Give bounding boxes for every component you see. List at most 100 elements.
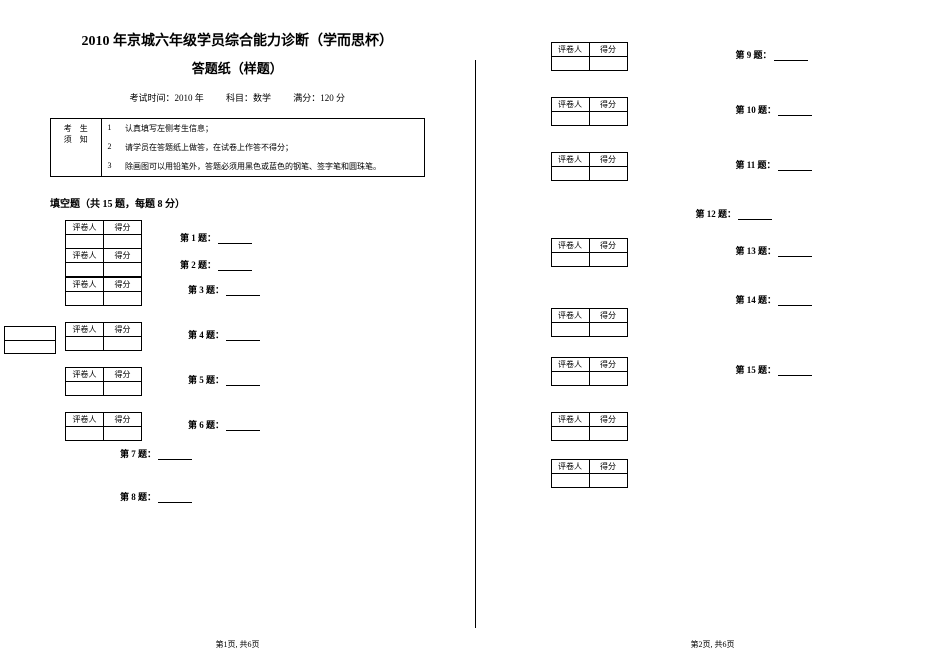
notice-left-label: 考 生 须 知 [51, 119, 101, 176]
section-heading: 填空题（共 15 题，每题 8 分） [50, 195, 455, 210]
rater-cell [66, 235, 104, 249]
score-cell [589, 474, 627, 488]
rater-header: 评卷人 [66, 413, 104, 427]
doc-subtitle: 答题纸（样题） [20, 58, 455, 77]
score-box: 评卷人得分 [551, 459, 628, 488]
question-row: 评卷人得分 第 6 题： [20, 412, 455, 441]
rater-cell [66, 382, 104, 396]
question-label: 第 3 题： [188, 283, 260, 296]
score-box: 评卷人得分 [65, 322, 142, 351]
score-cell [589, 112, 627, 126]
page-1: 2010 年京城六年级学员综合能力诊断（学而思杯） 答题纸（样题） 考试时间：2… [0, 0, 475, 658]
page-footer-2: 第2页, 共6页 [475, 639, 950, 650]
question-label: 第 4 题： [188, 328, 260, 341]
page-spread: 2010 年京城六年级学员综合能力诊断（学而思杯） 答题纸（样题） 考试时间：2… [0, 0, 950, 658]
notice-text: 除画图可以用铅笔外，答题必须用黑色或蓝色的钢笔、签字笔和圆珠笔。 [119, 157, 423, 176]
score-cell [104, 382, 142, 396]
exam-subject: 科目：数学 [226, 93, 271, 103]
notice-box: 考 生 须 知 1 认真填写左侧考生信息； 2 请学员在答题纸上做答，在试卷上作… [50, 118, 425, 177]
score-header: 得分 [104, 221, 142, 235]
score-header: 得分 [104, 323, 142, 337]
rater-cell [551, 167, 589, 181]
question-label: 第 12 题： [696, 207, 931, 220]
score-box: 评卷人得分 [551, 308, 628, 337]
rater-cell [66, 292, 104, 306]
question-row: 评卷人得分 第 10 题： [496, 97, 931, 126]
score-header: 得分 [104, 368, 142, 382]
question-label: 第 6 题： [188, 418, 260, 431]
score-cell [589, 167, 627, 181]
score-cell [104, 427, 142, 441]
score-box: 评卷人得分 [551, 152, 628, 181]
doc-title: 2010 年京城六年级学员综合能力诊断（学而思杯） [20, 30, 455, 50]
exam-full: 满分：120 分 [293, 93, 345, 103]
notice-num: 2 [101, 138, 119, 157]
score-header: 得分 [104, 413, 142, 427]
score-box: 评卷人得分 [551, 357, 628, 386]
question-row: 评卷人得分 第 3 题： [20, 277, 455, 306]
question-row: 评卷人得分 第 15 题： [496, 357, 931, 386]
question-row: 评卷人得分 第 5 题： [20, 367, 455, 396]
question-label: 第 14 题： [736, 293, 931, 306]
score-box: 评卷人得分 [65, 248, 142, 277]
score-cell [589, 57, 627, 71]
rater-cell [551, 253, 589, 267]
rater-cell [551, 427, 589, 441]
question-label: 第 11 题： [736, 158, 812, 171]
question-label: 第 15 题： [736, 363, 813, 376]
score-cell [589, 372, 627, 386]
notice-text: 认真填写左侧考生信息； [119, 119, 423, 138]
score-header: 得分 [589, 358, 627, 372]
score-cell [104, 263, 142, 277]
notice-left-1: 考 生 [57, 123, 95, 134]
rater-header: 评卷人 [66, 221, 104, 235]
notice-num: 3 [101, 157, 119, 176]
rater-cell [551, 57, 589, 71]
score-header: 得分 [589, 43, 627, 57]
question-label: 第 13 题： [736, 244, 813, 257]
rater-cell [66, 263, 104, 277]
score-box: 评卷人得分 [551, 97, 628, 126]
score-box: 评卷人得分 [65, 277, 142, 306]
rater-header: 评卷人 [66, 278, 104, 292]
notice-num: 1 [101, 119, 119, 138]
meta-row: 考试时间：2010 年 科目：数学 满分：120 分 [20, 91, 455, 104]
notice-text: 请学员在答题纸上做答，在试卷上作答不得分； [119, 138, 423, 157]
question-label: 第 2 题： [180, 258, 455, 271]
score-header: 得分 [104, 278, 142, 292]
question-label: 第 9 题： [736, 48, 808, 61]
rater-header: 评卷人 [551, 153, 589, 167]
question-label: 第 8 题： [120, 490, 455, 503]
rater-cell [551, 474, 589, 488]
rater-cell [66, 337, 104, 351]
score-cell [104, 235, 142, 249]
score-header: 得分 [589, 98, 627, 112]
question-row: 评卷人得分 [496, 308, 931, 337]
question-label: 第 10 题： [736, 103, 813, 116]
exam-time: 考试时间：2010 年 [129, 93, 203, 103]
rater-header: 评卷人 [551, 358, 589, 372]
rater-header: 评卷人 [551, 413, 589, 427]
score-box: 评卷人得分 [65, 367, 142, 396]
question-row: 评卷人得分 第 11 题： [496, 152, 931, 181]
notice-left-2: 须 知 [57, 134, 95, 145]
score-box: 评卷人得分 [551, 42, 628, 71]
rater-cell [66, 427, 104, 441]
score-cell [589, 323, 627, 337]
rater-header: 评卷人 [66, 323, 104, 337]
score-box: 评卷人得分 [551, 412, 628, 441]
score-header: 得分 [589, 153, 627, 167]
score-header: 得分 [104, 249, 142, 263]
question-label: 第 5 题： [188, 373, 260, 386]
score-header: 得分 [589, 413, 627, 427]
rater-header: 评卷人 [551, 460, 589, 474]
score-box: 评卷人得分 [65, 412, 142, 441]
question-row: 评卷人得分 [496, 459, 931, 488]
score-box: 评卷人得分 [551, 238, 628, 267]
score-header: 得分 [589, 460, 627, 474]
score-cell [589, 427, 627, 441]
question-row: 评卷人得分 [496, 412, 931, 441]
score-cell [104, 292, 142, 306]
rater-header: 评卷人 [551, 309, 589, 323]
question-label: 第 7 题： [120, 447, 455, 460]
